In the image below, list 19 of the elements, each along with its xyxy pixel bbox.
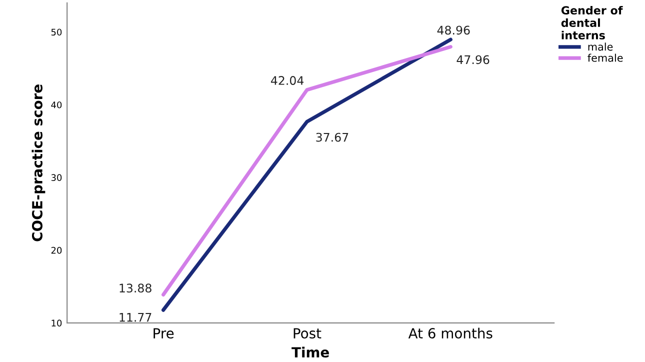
y-tick-label: 50: [51, 28, 62, 36]
legend-label: female: [588, 54, 623, 62]
y-tick-label: 20: [51, 246, 62, 254]
data-label: 13.88: [120, 284, 152, 293]
data-label: 11.77: [120, 313, 152, 322]
y-tick-label: 30: [51, 174, 62, 182]
data-label: 37.67: [316, 132, 348, 142]
data-label: 42.04: [270, 76, 304, 85]
data-label: 48.96: [437, 26, 470, 35]
y-tick-label: 10: [52, 320, 62, 326]
y-axis-title: COCE-practice score: [32, 84, 46, 242]
data-label: 47.96: [456, 55, 490, 64]
x-tick-label: Post: [294, 328, 322, 339]
x-tick-label: Pre: [154, 328, 174, 339]
x-axis-title: Time: [292, 346, 329, 358]
x-tick-label: At 6 months: [408, 328, 492, 339]
legend-title: Gender of dental interns: [561, 6, 623, 40]
y-tick-label: 40: [51, 101, 62, 108]
legend-label: male: [588, 42, 613, 51]
